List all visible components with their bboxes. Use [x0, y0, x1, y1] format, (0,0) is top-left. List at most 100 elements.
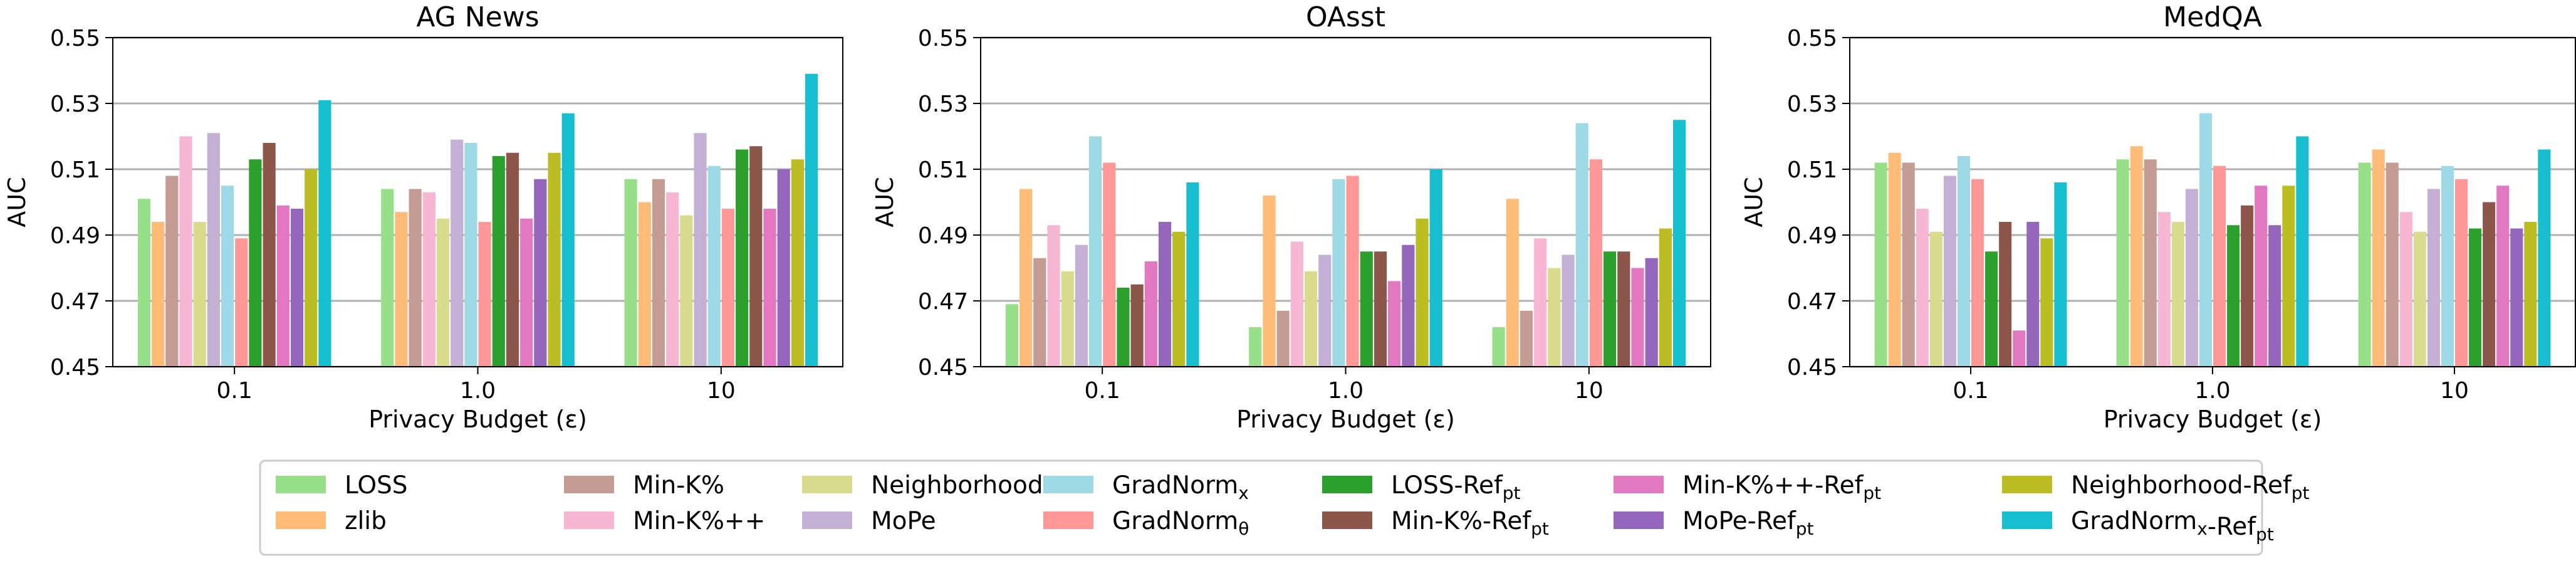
bar-GradNorm_θ-0.1: [1971, 179, 1984, 367]
legend-label: GradNormx-Refpt: [2071, 507, 2274, 545]
bar-MoPe-0.1: [1075, 244, 1088, 367]
bar-GradNorm_θ-10: [721, 209, 735, 367]
legend-swatch: [1614, 511, 1664, 529]
bar-LOSS-Ref_pt-1.0: [1360, 251, 1373, 367]
bar-Min-K%++-Ref_pt-0.1: [2013, 330, 2026, 367]
legend-text: Neighborhood: [871, 471, 1043, 500]
bar-LOSS-Ref_pt-0.1: [249, 159, 262, 367]
bar-zlib-0.1: [152, 222, 165, 367]
bar-GradNorm_x-0.1: [1957, 156, 1970, 367]
bar-MoPe-Ref_pt-1.0: [2268, 225, 2281, 367]
bar-GradNorm_x-10: [2441, 165, 2454, 367]
bar-Min-K%++-Ref_pt-10: [763, 209, 776, 367]
bar-Min-K%++-Ref_pt-0.1: [1144, 261, 1157, 367]
bar-LOSS-Ref_pt-10: [2469, 228, 2482, 367]
y-tick-label: 0.49: [50, 223, 100, 249]
legend: LOSS zlib Min-K% Min-K%++ Neighborhood MoPe Gr…: [259, 459, 2310, 556]
bar-GradNorm_x-Ref_pt-10: [1672, 120, 1686, 367]
bar-Neighborhood-Ref_pt-1.0: [2282, 186, 2295, 367]
chart-panel-1: 0.45 0.47 0.49 0.51 0.53 0.55 0.1 1.0 10 OAsst Pri…: [871, 1, 1711, 433]
legend-item: Min-K%++: [564, 507, 765, 535]
bar-Min-K%++-0.1: [1916, 209, 1929, 367]
y-axis-label: AUC: [1740, 177, 1768, 227]
bar-MoPe-1.0: [451, 139, 464, 367]
x-axis-label: Privacy Budget (ε): [1236, 406, 1455, 433]
legend-text: MoPe-Ref: [1682, 507, 1796, 535]
axes-frame: [112, 37, 843, 367]
bar-LOSS-Ref_pt-10: [1603, 251, 1617, 367]
bar-GradNorm_x-Ref_pt-0.1: [2054, 182, 2067, 367]
legend-subscript: x: [1238, 483, 1249, 503]
bar-Min-K%++-10: [2399, 212, 2412, 367]
legend-label: Min-K%-Refpt: [1391, 507, 1549, 539]
bar-Min-K%-10: [1520, 310, 1533, 367]
legend-text: -Ref: [2208, 513, 2256, 541]
bar-MoPe-1.0: [1318, 254, 1332, 367]
bar-GradNorm_θ-10: [2455, 179, 2468, 367]
bar-Min-K%++-1.0: [2157, 212, 2171, 367]
y-tick-label: 0.47: [1787, 289, 1837, 315]
bar-MoPe-Ref_pt-10: [2510, 228, 2523, 367]
bar-Min-K%++-0.1: [179, 136, 192, 367]
legend-swatch: [802, 476, 852, 493]
y-tick-label: 0.51: [1787, 157, 1837, 183]
bar-Min-K%-Ref_pt-0.1: [1130, 284, 1144, 367]
bar-GradNorm_x-Ref_pt-1.0: [561, 113, 575, 367]
legend-item: zlib: [276, 507, 387, 535]
bar-Neighborhood-10: [1548, 268, 1561, 367]
bar-Min-K%-1.0: [2144, 159, 2157, 367]
bar-Min-K%-10: [652, 179, 665, 367]
x-axis-label: Privacy Budget (ε): [2104, 406, 2322, 433]
bar-Min-K%-Ref_pt-10: [2483, 202, 2496, 367]
legend-item: Min-K%++-Refpt: [1614, 471, 1881, 503]
bar-Neighborhood-Ref_pt-0.1: [305, 169, 318, 367]
legend-text: zlib: [345, 507, 387, 535]
bar-MoPe-1.0: [2185, 189, 2198, 367]
chart-title: MedQA: [2163, 1, 2262, 33]
bar-MoPe-Ref_pt-1.0: [534, 179, 547, 367]
legend-text: LOSS: [345, 471, 408, 500]
bar-MoPe-Ref_pt-10: [1645, 258, 1658, 367]
legend-label: Min-K%: [633, 471, 724, 500]
bar-GradNorm_x-Ref_pt-0.1: [1186, 182, 1199, 367]
legend-item: GradNormx-Refpt: [2002, 507, 2274, 545]
y-tick-label: 0.55: [918, 26, 968, 51]
legend-subscript: pt: [2256, 524, 2274, 545]
x-tick-label: 1.0: [460, 378, 496, 404]
legend-swatch: [276, 476, 326, 493]
bar-GradNorm_x-Ref_pt-1.0: [1429, 169, 1442, 367]
bar-GradNorm_θ-0.1: [235, 238, 248, 367]
x-tick-label: 1.0: [2194, 378, 2230, 404]
bar-GradNorm_x-0.1: [1088, 136, 1102, 367]
bar-Min-K%++-Ref_pt-10: [1631, 268, 1644, 367]
bar-LOSS-Ref_pt-0.1: [1985, 251, 1998, 367]
legend-label: MoPe: [871, 507, 936, 535]
legend-text: GradNorm: [1112, 507, 1238, 535]
legend-label: GradNormθ: [1112, 507, 1249, 539]
chart-title: AG News: [416, 1, 539, 33]
bar-GradNorm_θ-1.0: [2213, 165, 2226, 367]
bar-Neighborhood-1.0: [1304, 271, 1318, 367]
legend-subscript: pt: [1863, 483, 1881, 503]
bar-Min-K%-Ref_pt-0.1: [1999, 222, 2012, 367]
bar-Min-K%-0.1: [1902, 162, 1915, 367]
bar-Neighborhood-0.1: [193, 222, 206, 367]
legend-swatch: [1043, 476, 1093, 493]
bar-Min-K%-1.0: [1276, 310, 1290, 367]
bar-LOSS-Ref_pt-1.0: [492, 156, 505, 367]
bar-GradNorm_θ-1.0: [478, 222, 491, 367]
bar-Min-K%-10: [2386, 162, 2399, 367]
legend-item: MoPe-Refpt: [1614, 507, 1814, 539]
legend-swatch: [564, 476, 614, 493]
bar-GradNorm_x-10: [1575, 123, 1588, 367]
bar-MoPe-Ref_pt-1.0: [1402, 244, 1415, 367]
legend-swatch: [2002, 511, 2052, 529]
bar-Neighborhood-10: [680, 215, 693, 367]
y-tick-label: 0.49: [918, 223, 968, 249]
bar-GradNorm_x-0.1: [221, 186, 234, 367]
legend-text: GradNorm: [2071, 507, 2197, 535]
axes-frame: [1849, 37, 2576, 367]
bar-MoPe-Ref_pt-0.1: [1158, 222, 1172, 367]
bar-zlib-0.1: [1019, 189, 1033, 367]
legend-text: Min-K%-Ref: [1391, 507, 1531, 535]
